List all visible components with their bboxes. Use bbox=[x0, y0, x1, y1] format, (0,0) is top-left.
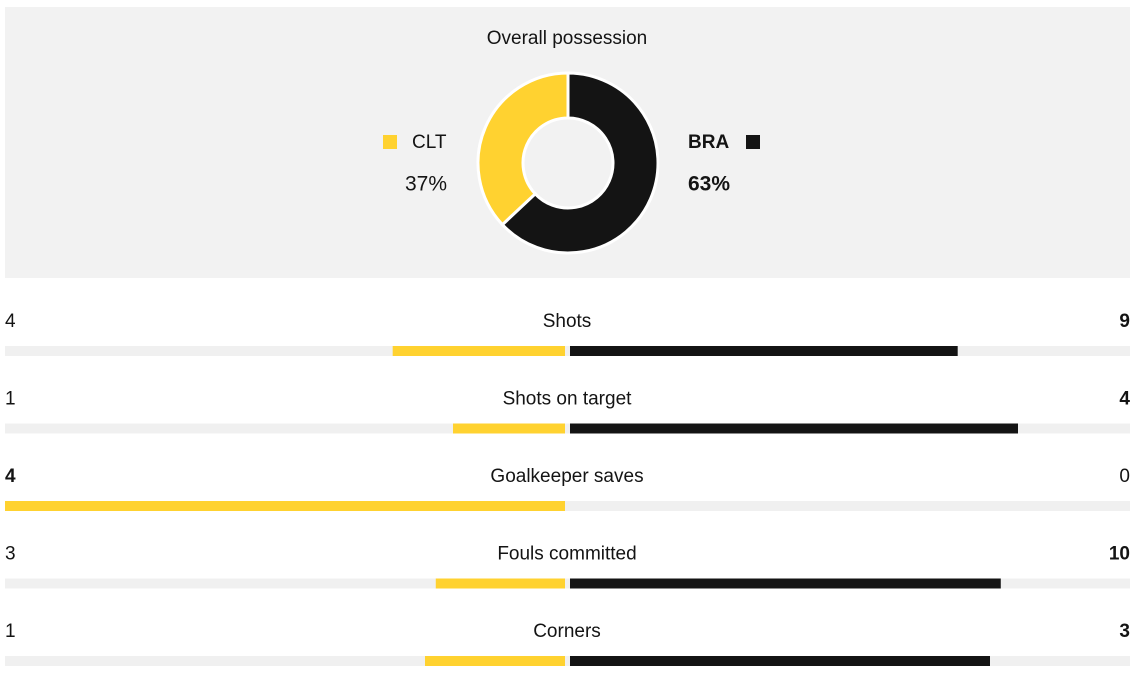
bar-track bbox=[5, 346, 1130, 356]
away-value: 4 bbox=[1119, 389, 1130, 410]
possession-value: 63% bbox=[688, 173, 730, 196]
stat-label: Shots bbox=[543, 311, 592, 332]
stat-label: Corners bbox=[533, 621, 601, 642]
donut-segment bbox=[476, 71, 570, 227]
away-value: 10 bbox=[1109, 544, 1130, 565]
bar-track bbox=[5, 578, 1130, 589]
stat-label: Goalkeeper saves bbox=[490, 466, 643, 487]
donut-segment bbox=[500, 71, 660, 255]
home-bar bbox=[5, 501, 565, 511]
team-name: CLT bbox=[412, 132, 447, 153]
legend-swatch bbox=[383, 135, 397, 149]
away-value: 3 bbox=[1119, 621, 1130, 642]
home-bar bbox=[392, 346, 565, 356]
away-value: 9 bbox=[1119, 311, 1130, 332]
home-bar bbox=[453, 423, 565, 434]
bar-track bbox=[5, 501, 1130, 511]
home-value: 1 bbox=[5, 621, 16, 642]
legend-swatch bbox=[746, 135, 760, 149]
home-bar bbox=[435, 578, 565, 589]
bar-track bbox=[5, 656, 1130, 666]
away-value: 0 bbox=[1119, 466, 1130, 487]
away-bar bbox=[570, 423, 1018, 434]
bar-track bbox=[5, 423, 1130, 434]
home-value: 4 bbox=[5, 466, 16, 487]
away-bar bbox=[570, 578, 1001, 589]
home-bar bbox=[425, 656, 565, 666]
away-bar bbox=[570, 656, 990, 666]
home-value: 1 bbox=[5, 389, 16, 410]
possession-value: 37% bbox=[405, 173, 447, 196]
stat-label: Shots on target bbox=[503, 389, 633, 410]
home-value: 4 bbox=[5, 311, 16, 332]
away-bar bbox=[570, 346, 958, 356]
home-value: 3 bbox=[5, 544, 16, 565]
team-name: BRA bbox=[688, 132, 729, 153]
stat-label: Fouls committed bbox=[497, 544, 636, 565]
possession-title: Overall possession bbox=[487, 28, 648, 49]
